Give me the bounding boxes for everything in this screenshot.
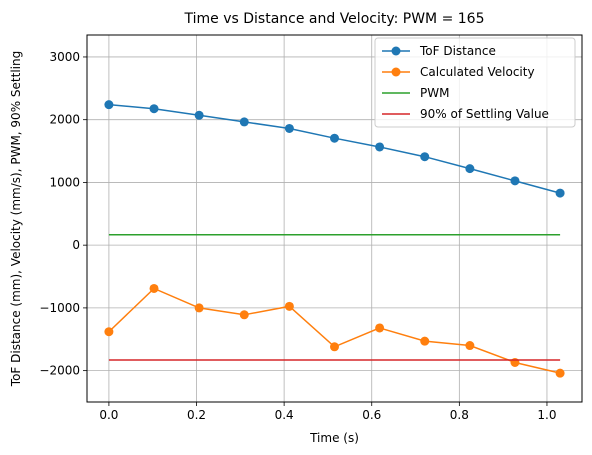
- data-point: [284, 301, 294, 311]
- y-axis: −2000 −1000 0 1000 2000 3000: [39, 50, 87, 378]
- y-tick-label: −2000: [39, 364, 80, 378]
- legend-label: 90% of Settling Value: [420, 107, 549, 121]
- data-point: [330, 342, 339, 352]
- legend: ToF Distance Calculated Velocity PWM 90% of…: [374, 37, 576, 128]
- x-tick-label: 1.0: [537, 408, 556, 422]
- chart-title: Time vs Distance and Velocity: PWM = 165: [184, 11, 485, 27]
- legend-label: ToF Distance: [419, 44, 496, 58]
- data-point: [555, 368, 565, 378]
- data-point: [375, 323, 385, 333]
- y-tick-label: 3000: [49, 50, 80, 64]
- y-tick-label: 0: [72, 238, 80, 252]
- data-point: [194, 110, 204, 120]
- legend-label: PWM: [420, 86, 449, 100]
- data-point: [465, 341, 475, 351]
- legend-label: Calculated Velocity: [420, 65, 535, 79]
- y-tick-label: 1000: [49, 175, 80, 189]
- x-axis: 0.0 0.2 0.4 0.6 0.8 1.0: [99, 402, 557, 422]
- data-point: [149, 104, 159, 114]
- series-layer: [104, 100, 565, 378]
- x-tick-label: 0.0: [99, 408, 118, 422]
- data-point: [375, 142, 385, 152]
- data-point: [194, 303, 204, 313]
- legend-box: [374, 37, 576, 128]
- data-point: [330, 133, 339, 143]
- data-point: [104, 100, 114, 110]
- data-point: [465, 164, 475, 174]
- y-tick-label: 2000: [49, 113, 80, 127]
- y-axis-label: ToF Distance (mm), Velocity (mm/s), PWM,…: [9, 51, 23, 387]
- data-point: [420, 336, 430, 346]
- x-axis-label: Time (s): [309, 431, 359, 445]
- x-tick-label: 0.6: [362, 408, 381, 422]
- x-tick-label: 0.4: [275, 408, 294, 422]
- data-point: [284, 123, 294, 133]
- data-point: [420, 152, 430, 162]
- y-tick-label: −1000: [39, 301, 80, 315]
- data-point: [239, 310, 249, 320]
- data-point: [555, 188, 565, 198]
- legend-marker: [391, 67, 401, 77]
- x-tick-label: 0.8: [450, 408, 469, 422]
- legend-marker: [391, 46, 401, 56]
- plot-frame: [86, 34, 583, 403]
- x-tick-label: 0.2: [187, 408, 206, 422]
- data-point: [510, 176, 520, 186]
- data-point: [239, 117, 249, 127]
- data-point: [149, 283, 159, 293]
- data-point: [104, 327, 114, 337]
